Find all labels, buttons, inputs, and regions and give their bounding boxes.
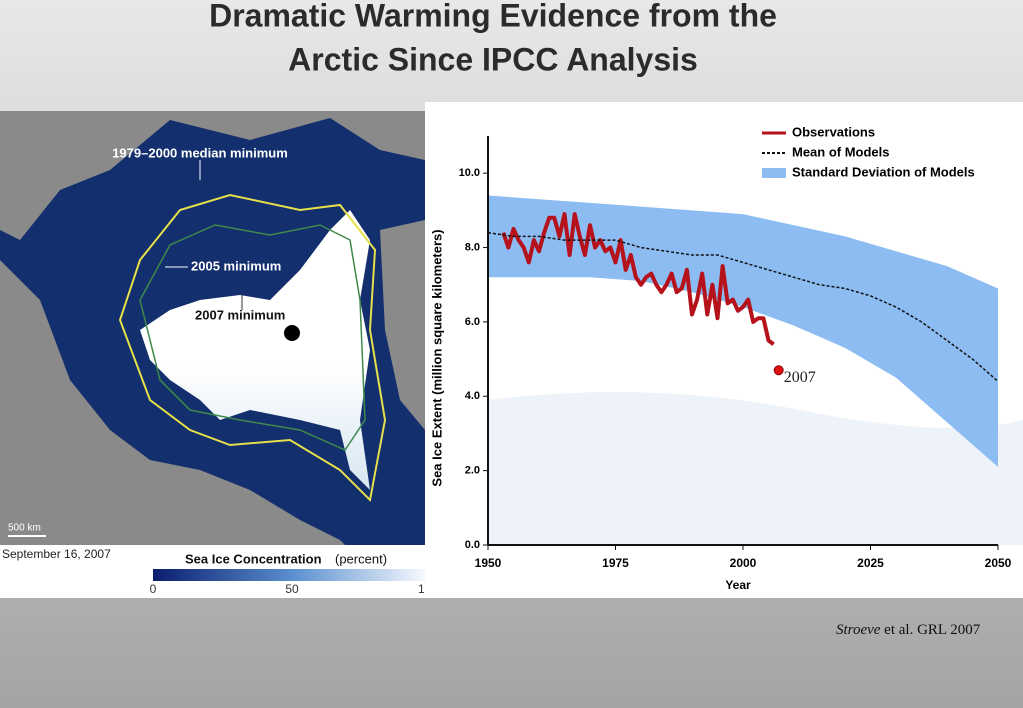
annotation-dot — [773, 365, 784, 376]
y-tick-label: 2.0 — [465, 465, 480, 477]
citation: Stroeve et al. GRL 2007 — [836, 622, 981, 638]
land — [0, 260, 360, 560]
legend-swatch — [762, 168, 786, 178]
title: Arctic Since IPCC Analysis — [288, 41, 698, 77]
chart: 0.0 2.0 4.0 6.0 8.0 10.0 1950 1975 2000 2025 2050 Y… — [429, 124, 1011, 592]
colorbar-title: Sea Ice Concentration — [185, 551, 322, 566]
map-label: 2007 minimum — [195, 307, 285, 322]
y-axis-label: Sea Ice Extent (million square kilometer… — [429, 229, 444, 486]
x-tick-label: 2025 — [857, 556, 884, 570]
title: Dramatic Warming Evidence from the — [209, 0, 777, 33]
colorbar-tick: 100 — [418, 582, 438, 596]
legend-label: Standard Deviation of Models — [792, 164, 975, 179]
y-tick-label: 10.0 — [459, 167, 480, 179]
map-label: 1979–2000 median minimum — [112, 145, 288, 160]
map: 1979–2000 median minimum 2005 minimum 20… — [0, 111, 438, 598]
x-tick-label: 1950 — [475, 556, 502, 570]
x-axis-label: Year — [725, 578, 751, 592]
ice-backdrop — [488, 392, 1023, 545]
y-tick-label: 6.0 — [465, 316, 480, 328]
legend-label: Observations — [792, 124, 875, 139]
x-tick-label: 2000 — [730, 556, 757, 570]
x-tick-label: 2050 — [985, 556, 1012, 570]
median-outline — [118, 193, 387, 503]
north-pole — [284, 325, 300, 341]
colorbar — [153, 569, 425, 581]
colorbar-tick: 50 — [285, 582, 299, 596]
colorbar-tick: 0 — [150, 582, 157, 596]
scale-label: 500 km — [8, 523, 41, 534]
legend-label: Mean of Models — [792, 144, 890, 159]
y-tick-label: 4.0 — [465, 390, 480, 402]
land — [0, 111, 425, 240]
y-tick-label: 8.0 — [465, 241, 480, 253]
series-line — [487, 231, 999, 382]
2005-outline — [139, 224, 366, 451]
citation-author: Stroeve — [836, 622, 881, 638]
y-tick-label: 0.0 — [465, 539, 480, 551]
annotation-label: 2007 — [784, 369, 816, 386]
x-tick-label: 1975 — [602, 556, 629, 570]
citation-rest: et al. GRL 2007 — [880, 622, 980, 638]
colorbar-unit: (percent) — [335, 551, 387, 566]
map-label: 2005 minimum — [191, 258, 281, 273]
sea-ice — [140, 210, 370, 490]
map-date: September 16, 2007 — [2, 547, 111, 561]
land — [380, 220, 425, 430]
series-line — [501, 212, 775, 346]
